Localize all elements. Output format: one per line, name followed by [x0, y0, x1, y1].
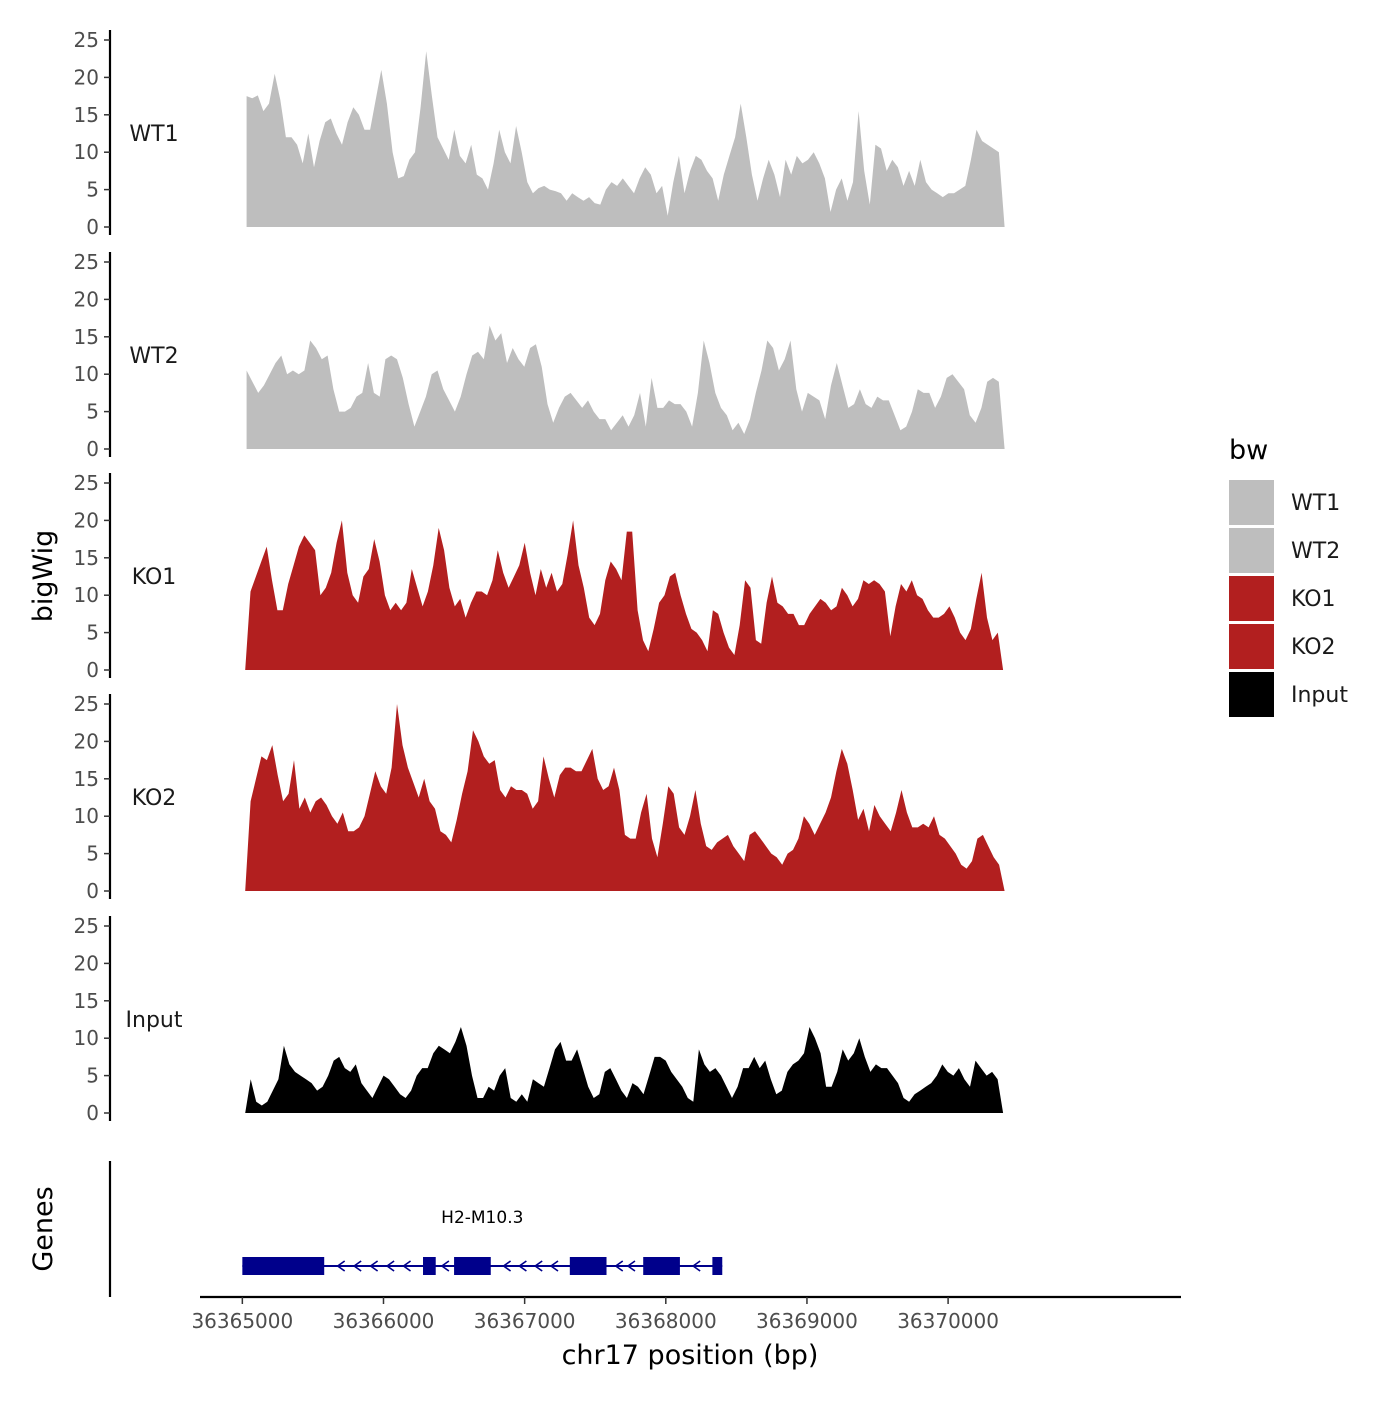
strand-arrow: [369, 1260, 379, 1272]
track-label-input: Input: [126, 1008, 183, 1033]
legend-swatch-wt2: [1229, 528, 1274, 573]
strand-arrow: [336, 1260, 346, 1272]
gene-exon: [242, 1257, 325, 1275]
y-tick-label: 5: [86, 178, 99, 202]
x-tick-label: 36366000: [333, 1309, 435, 1333]
legend-swatch-wt1: [1229, 480, 1274, 525]
y-tick-label: 5: [86, 1064, 99, 1088]
x-tick-label: 36370000: [897, 1309, 999, 1333]
gene-exon: [569, 1257, 607, 1275]
y-tick-label: 10: [74, 140, 99, 164]
y-tick-label: 25: [74, 471, 99, 495]
track-input: 0 5 10 15 20 25 Input: [74, 914, 1004, 1125]
y-tick-label: 20: [74, 65, 99, 89]
legend-swatch-input: [1229, 672, 1274, 717]
y-tick-label: 15: [74, 103, 99, 127]
y-tick-label: 0: [86, 658, 99, 682]
y-tick-label: 20: [74, 951, 99, 975]
gene-exon: [454, 1257, 491, 1275]
coverage-area-wt1: [246, 51, 1005, 228]
legend-label-ko1: KO1: [1291, 587, 1336, 612]
x-axis-title: chr17 position (bp): [562, 1340, 819, 1371]
y-tick-label: 20: [74, 508, 99, 532]
strand-arrow: [518, 1260, 527, 1272]
y-tick-label: 10: [74, 362, 99, 386]
gene-exon: [643, 1257, 680, 1275]
strand-arrow: [440, 1260, 450, 1272]
y-tick-label: 25: [74, 28, 99, 52]
strand-arrow: [385, 1260, 395, 1272]
y-tick-label: 0: [86, 879, 99, 903]
coverage-tracks: 0510152025WT10510152025WT20510152025KO10…: [74, 28, 1005, 1125]
coverage-area-input: [245, 1027, 1004, 1113]
coverage-area-ko1: [245, 520, 1004, 670]
legend-swatch-ko2: [1229, 624, 1274, 669]
gene-track: H2-M10.3: [108, 1161, 723, 1297]
track-ko1: 0 5 10 15 20 25 KO1: [74, 471, 1004, 682]
x-tick-label: 36369000: [756, 1309, 858, 1333]
legend-label-input: Input: [1291, 683, 1348, 708]
y-axis-title-genes: Genes: [28, 1186, 59, 1271]
strand-arrow: [691, 1260, 701, 1272]
y-tick-label: 5: [86, 400, 99, 424]
legend-label-ko2: KO2: [1291, 635, 1336, 660]
gene-name-label: H2-M10.3: [441, 1208, 523, 1228]
track-label-wt2: WT2: [129, 344, 178, 369]
strand-arrow: [502, 1260, 512, 1272]
strand-arrow: [533, 1260, 543, 1272]
track-wt1: 0 5 10 15 20 25 WT1: [74, 28, 1005, 239]
strand-arrow: [402, 1260, 412, 1272]
legend: bw WT1 WT2 KO1 KO2 Input: [1229, 435, 1348, 717]
y-tick-label: 15: [74, 546, 99, 570]
strand-arrow: [352, 1260, 362, 1272]
y-tick-label: 15: [74, 767, 99, 791]
track-ko2: 0 5 10 15 20 25 KO2: [74, 692, 1005, 903]
strand-arrow: [626, 1260, 636, 1272]
y-tick-label: 20: [74, 287, 99, 311]
y-tick-label: 10: [74, 1026, 99, 1050]
strand-arrow: [614, 1260, 624, 1272]
y-tick-label: 25: [74, 250, 99, 274]
legend-label-wt1: WT1: [1291, 491, 1340, 516]
strand-arrow: [549, 1260, 559, 1272]
y-tick-label: 5: [86, 621, 99, 645]
y-tick-label: 5: [86, 842, 99, 866]
legend-title: bw: [1229, 435, 1268, 466]
track-wt2: 0 5 10 15 20 25 WT2: [74, 250, 1005, 461]
x-tick-label: 36367000: [474, 1309, 576, 1333]
y-tick-label: 25: [74, 692, 99, 716]
y-tick-label: 15: [74, 325, 99, 349]
y-tick-label: 0: [86, 215, 99, 239]
y-tick-label: 0: [86, 437, 99, 461]
x-tick-label: 36365000: [191, 1309, 293, 1333]
y-tick-label: 10: [74, 583, 99, 607]
x-axis: 36365000 36366000 36367000 36368000 36369000…: [191, 1295, 1181, 1333]
track-label-wt1: WT1: [129, 122, 178, 147]
y-tick-label: 0: [86, 1101, 99, 1125]
track-label-ko1: KO1: [132, 565, 177, 590]
coverage-area-wt2: [246, 325, 1005, 449]
gene-exon: [423, 1257, 436, 1275]
y-tick-label: 25: [74, 914, 99, 938]
y-tick-label: 20: [74, 729, 99, 753]
legend-swatch-ko1: [1229, 576, 1274, 621]
gene-exon: [712, 1257, 723, 1275]
y-axis-title-bigwig: bigWig: [28, 530, 59, 623]
y-tick-label: 10: [74, 804, 99, 828]
track-label-ko2: KO2: [132, 786, 177, 811]
legend-label-wt2: WT2: [1291, 539, 1340, 564]
coverage-area-ko2: [245, 704, 1005, 891]
x-tick-label: 36368000: [615, 1309, 717, 1333]
y-tick-label: 15: [74, 989, 99, 1013]
